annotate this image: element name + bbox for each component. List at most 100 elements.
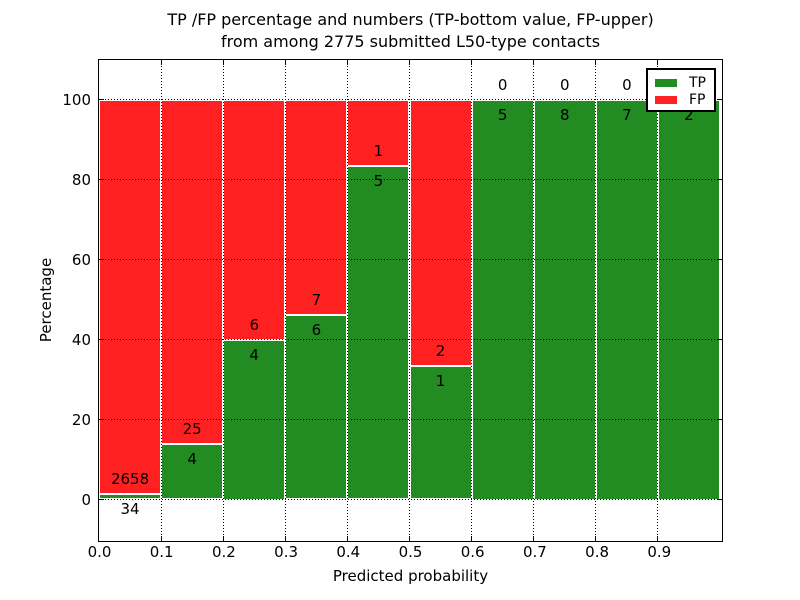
y-tick-mark-right xyxy=(717,259,722,260)
x-tick-mark-top xyxy=(160,60,162,65)
v-gridline xyxy=(409,60,410,539)
bar-segment-tp xyxy=(657,99,720,500)
legend-swatch-tp xyxy=(655,78,677,87)
x-tick-mark-bottom xyxy=(346,536,348,541)
y-tick-mark-right xyxy=(717,179,722,180)
v-gridline xyxy=(657,60,659,539)
bar-segment-fp xyxy=(161,99,224,445)
x-tick-label: 0.9 xyxy=(647,543,672,561)
legend-row: TP xyxy=(655,74,707,91)
chart-title-line2: from among 2775 submitted L50-type conta… xyxy=(220,32,601,51)
x-tick-mark-top xyxy=(409,60,410,65)
x-tick-mark-top xyxy=(471,60,473,65)
plot-area: 2658 34 25 4 6 4 7 6 1 5 2 1 0 5 0 8 0 7 2 TP FP xyxy=(98,59,723,542)
x-tick-mark-bottom xyxy=(222,536,224,541)
y-tick-mark-right xyxy=(717,99,722,100)
bar-segment-tp xyxy=(533,99,596,500)
x-tick-mark-bottom xyxy=(409,536,410,541)
v-gridline xyxy=(284,60,286,539)
v-gridline xyxy=(595,60,597,539)
fp-count-label: 6 xyxy=(249,315,260,334)
x-tick-mark-bottom xyxy=(595,536,597,541)
bar-segment-tp xyxy=(347,166,410,500)
x-tick-label: 0.1 xyxy=(149,543,174,561)
x-tick-label: 0.2 xyxy=(211,543,236,561)
bar-segment-tp xyxy=(99,494,162,500)
tp-count-label: 34 xyxy=(120,500,140,519)
fp-count-label: 0 xyxy=(622,75,632,94)
y-tick-mark-left xyxy=(99,259,104,260)
legend: TP FP xyxy=(646,68,716,112)
x-tick-mark-top xyxy=(595,60,597,65)
tp-count-label: 6 xyxy=(311,320,322,339)
tp-count-label: 5 xyxy=(373,172,384,191)
tp-count-label: 4 xyxy=(249,345,260,364)
x-tick-mark-bottom xyxy=(657,536,659,541)
x-tick-label: 0.3 xyxy=(274,543,299,561)
h-gridline xyxy=(99,499,720,500)
legend-swatch-fp xyxy=(655,95,677,104)
x-tick-label: 0.8 xyxy=(585,543,610,561)
y-tick-mark-right xyxy=(717,419,722,420)
y-tick-label: 0 xyxy=(81,491,91,509)
v-gridline xyxy=(471,60,473,539)
fp-count-label: 25 xyxy=(182,420,202,439)
tp-count-label: 7 xyxy=(622,105,632,124)
fp-count-label: 0 xyxy=(497,75,508,94)
bar-segment-fp xyxy=(409,99,472,367)
bar-segment-fp xyxy=(285,99,348,315)
h-gridline xyxy=(99,99,720,100)
x-tick-label: 0.7 xyxy=(522,543,547,561)
bar-segment-tp xyxy=(161,444,224,500)
tp-count-label: 8 xyxy=(559,105,570,124)
legend-label-tp: TP xyxy=(689,74,706,91)
y-tick-label: 40 xyxy=(71,331,91,349)
x-tick-mark-bottom xyxy=(160,536,162,541)
y-axis-label: Percentage xyxy=(37,257,55,343)
x-tick-label: 0.6 xyxy=(460,543,485,561)
h-gridline xyxy=(99,339,720,340)
x-tick-mark-bottom xyxy=(284,536,286,541)
x-tick-mark-top xyxy=(533,60,535,65)
chart-title-line1: TP /FP percentage and numbers (TP-bottom… xyxy=(167,10,654,29)
y-tick-mark-left xyxy=(99,99,104,100)
fp-count-label: 2 xyxy=(435,342,446,361)
x-tick-mark-top xyxy=(346,60,348,65)
h-gridline xyxy=(99,259,720,260)
y-tick-mark-right xyxy=(717,339,722,340)
v-gridline xyxy=(222,60,224,539)
x-tick-mark-top xyxy=(222,60,224,65)
bar-segment-tp xyxy=(471,99,534,500)
y-tick-mark-left xyxy=(99,179,104,180)
x-tick-label: 0.4 xyxy=(336,543,361,561)
v-gridline xyxy=(533,60,535,539)
tp-count-label: 2 xyxy=(684,105,694,124)
bar-segment-fp xyxy=(223,99,286,340)
y-tick-mark-left xyxy=(99,419,104,420)
x-tick-mark-bottom xyxy=(471,536,473,541)
fp-count-label: 7 xyxy=(311,290,322,309)
h-gridline xyxy=(99,419,720,420)
x-tick-label: 0.5 xyxy=(398,543,423,561)
fp-count-label: 2658 xyxy=(110,470,150,489)
bar-segment-tp xyxy=(285,314,348,500)
bar-segment-tp xyxy=(409,366,472,500)
y-tick-mark-left xyxy=(99,499,104,500)
v-gridline xyxy=(160,60,162,539)
y-tick-label: 60 xyxy=(71,251,91,269)
x-tick-label: 0.0 xyxy=(87,543,112,561)
tp-count-label: 4 xyxy=(187,450,197,469)
y-tick-mark-right xyxy=(717,499,722,500)
x-tick-mark-top xyxy=(284,60,286,65)
x-tick-mark-top xyxy=(657,60,659,65)
bar-segment-fp xyxy=(99,99,162,495)
legend-label-fp: FP xyxy=(689,91,706,108)
fp-count-label: 0 xyxy=(559,75,570,94)
x-axis-label: Predicted probability xyxy=(332,567,489,585)
chart-title: TP /FP percentage and numbers (TP-bottom… xyxy=(98,9,723,53)
tp-count-label: 1 xyxy=(435,372,446,391)
y-tick-label: 80 xyxy=(71,171,91,189)
x-tick-mark-bottom xyxy=(533,536,535,541)
fp-count-label: 1 xyxy=(373,142,384,161)
